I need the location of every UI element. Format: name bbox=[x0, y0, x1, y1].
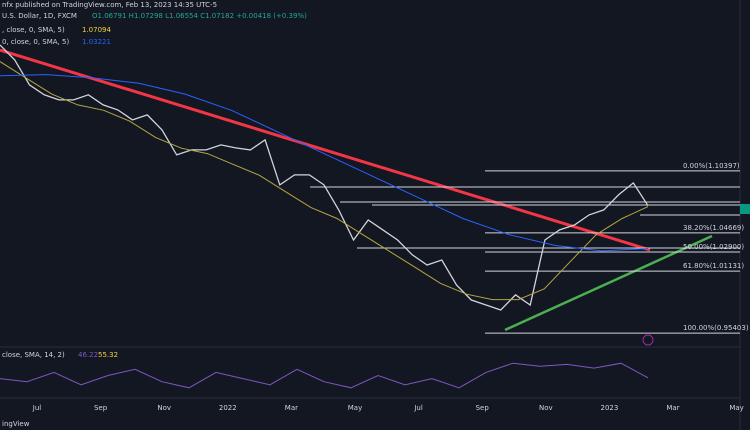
rsi-value: 46.22 bbox=[78, 351, 98, 359]
x-tick-label: Mar bbox=[285, 404, 298, 412]
fib-label: 38.20%(1.04669) bbox=[683, 224, 744, 232]
fib-label: 61.80%(1.01131) bbox=[683, 262, 744, 270]
fib-label: 50.00%(1.02900) bbox=[683, 243, 744, 251]
downtrend-line bbox=[0, 48, 651, 252]
x-tick-label: Sep bbox=[476, 404, 490, 412]
ma-value: 1.03221 bbox=[82, 38, 111, 46]
fib-label: 0.00%(1.10397) bbox=[683, 162, 740, 170]
x-tick-label: 2023 bbox=[600, 404, 618, 412]
watermark: ingView bbox=[2, 420, 30, 428]
event-icon bbox=[642, 334, 654, 346]
x-tick-label: Mar bbox=[666, 404, 679, 412]
ma-label: 0, close, 0, SMA, 5) bbox=[2, 38, 69, 46]
ma-label: , close, 0, SMA, 5) bbox=[2, 26, 65, 34]
fib-label: 100.00%(0.95403) bbox=[683, 324, 749, 332]
rsi-ma-value: 55.32 bbox=[98, 351, 118, 359]
rsi-label: close, SMA, 14, 2) bbox=[2, 351, 65, 359]
x-tick-label: 2022 bbox=[219, 404, 237, 412]
price-tag bbox=[740, 204, 750, 214]
series-line bbox=[0, 74, 649, 252]
x-tick-label: May bbox=[729, 404, 743, 412]
x-tick-label: Jul bbox=[32, 404, 42, 412]
x-tick-label: Jul bbox=[413, 404, 423, 412]
x-tick-label: Nov bbox=[157, 404, 171, 412]
series-line bbox=[0, 44, 649, 311]
header-symbol: U.S. Dollar, 1D, FXCM bbox=[2, 12, 77, 20]
ma-value: 1.07094 bbox=[82, 26, 111, 34]
header-ohlc: O1.06791 H1.07298 L1.06554 C1.07182 +0.0… bbox=[92, 12, 307, 20]
series-line bbox=[0, 61, 649, 301]
x-tick-label: May bbox=[348, 404, 362, 412]
x-tick-label: Nov bbox=[539, 404, 553, 412]
rsi-line bbox=[0, 362, 649, 389]
x-tick-label: Sep bbox=[94, 404, 108, 412]
header-publisher: nfx published on TradingView.com, Feb 13… bbox=[2, 1, 217, 9]
